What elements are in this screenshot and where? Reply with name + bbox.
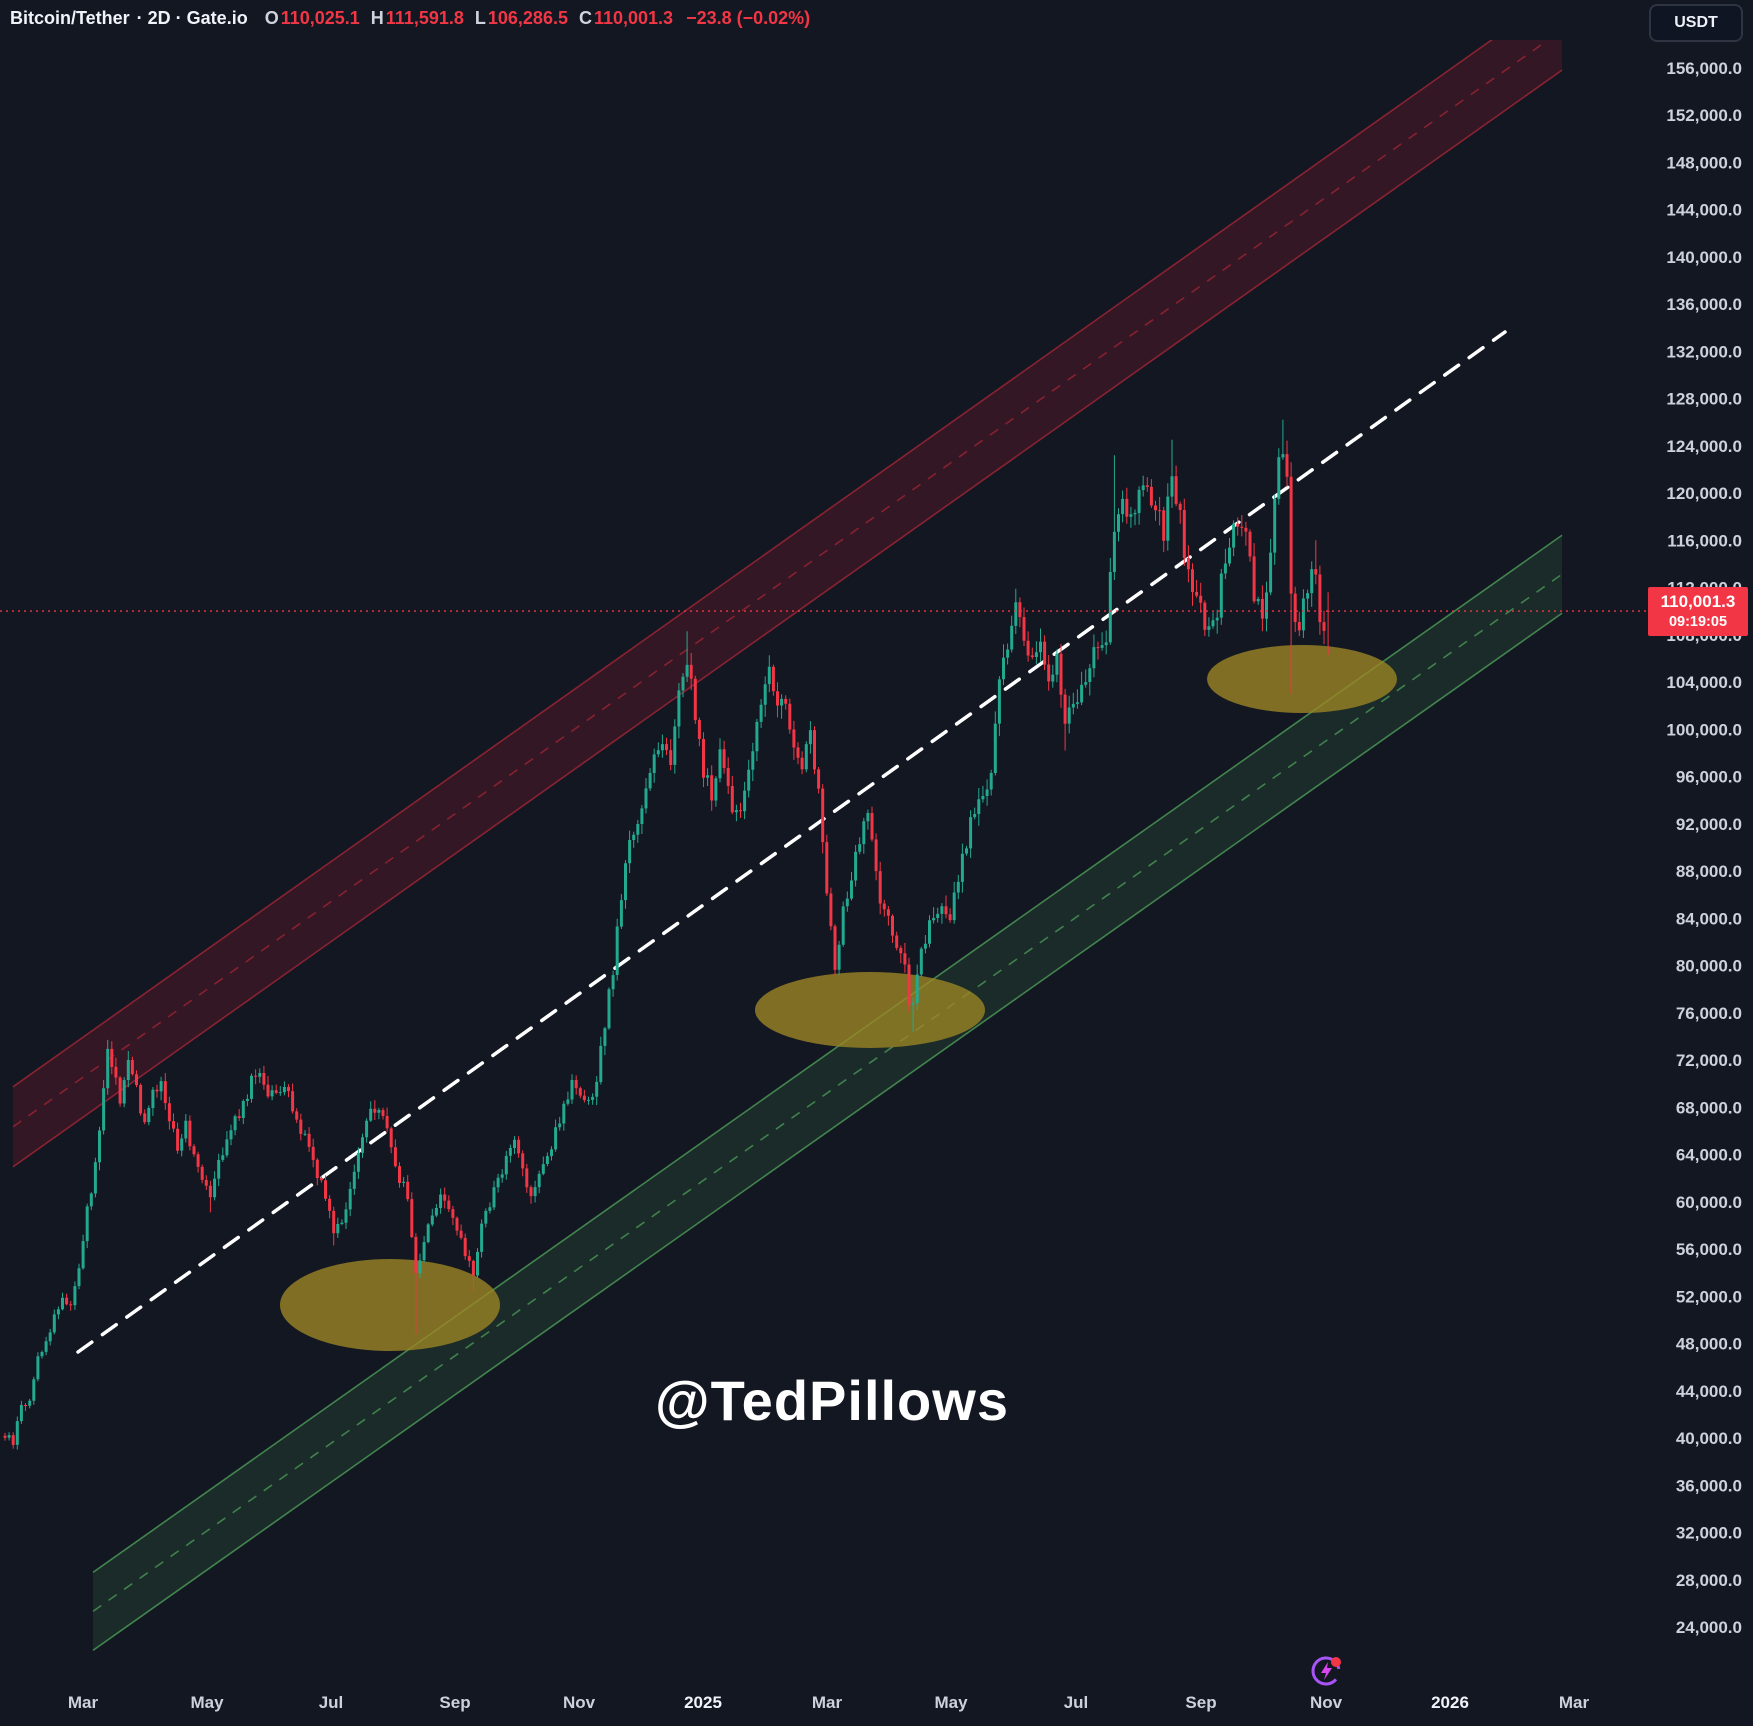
close-label: C (578, 8, 592, 28)
price-tick-label: 88,000.0 (1676, 862, 1742, 881)
ohlc-values: O 110,025.1 H 111,591.8 L 106,286.5 C 11… (265, 8, 810, 29)
high-label: H (370, 8, 384, 28)
symbol-meta[interactable]: · 2D · Gate.io (136, 8, 248, 28)
time-tick-label: Mar (68, 1693, 99, 1712)
time-tick-label: Mar (1559, 1693, 1590, 1712)
current-price-value: 110,001.3 (1660, 592, 1736, 612)
time-tick-label: Jul (319, 1693, 344, 1712)
open-value: 110,025.1 (280, 8, 360, 28)
low-value: 106,286.5 (487, 8, 568, 28)
time-tick-label: May (190, 1693, 224, 1712)
symbol-title[interactable]: Bitcoin/Tether (10, 8, 130, 28)
price-tick-label: 152,000.0 (1666, 106, 1742, 125)
close-value: 110,001.3 (593, 8, 674, 28)
currency-toggle-button[interactable]: USDT (1649, 4, 1743, 42)
price-tick-label: 148,000.0 (1666, 153, 1742, 172)
price-tick-label: 128,000.0 (1666, 390, 1742, 409)
time-tick-label: Nov (1310, 1693, 1343, 1712)
high-value: 111,591.8 (385, 8, 464, 28)
price-tick-label: 76,000.0 (1676, 1004, 1742, 1023)
time-tick-label: 2026 (1431, 1693, 1469, 1712)
price-tick-label: 60,000.0 (1676, 1193, 1742, 1212)
price-tick-label: 96,000.0 (1676, 768, 1742, 787)
open-label: O (264, 8, 279, 28)
time-tick-label: Sep (439, 1693, 470, 1712)
price-tick-label: 132,000.0 (1666, 342, 1742, 361)
change-value: −23.8 (−0.02%) (686, 8, 811, 28)
price-tick-label: 84,000.0 (1676, 909, 1742, 928)
lightning-trade-icon[interactable] (1309, 1654, 1343, 1688)
price-tick-label: 68,000.0 (1676, 1098, 1742, 1117)
price-tick-label: 104,000.0 (1666, 673, 1742, 692)
price-tick-label: 80,000.0 (1676, 957, 1742, 976)
price-tick-label: 72,000.0 (1676, 1051, 1742, 1070)
current-price-label: 110,001.3 09:19:05 (1648, 586, 1748, 636)
price-tick-label: 92,000.0 (1676, 815, 1742, 834)
watermark: @TedPillows (655, 1369, 1009, 1432)
time-tick-label: Jul (1064, 1693, 1089, 1712)
price-tick-label: 124,000.0 (1666, 437, 1742, 456)
price-tick-label: 24,000.0 (1676, 1618, 1742, 1637)
candle-countdown: 09:19:05 (1668, 613, 1728, 630)
time-tick-label: Mar (812, 1693, 843, 1712)
price-tick-label: 52,000.0 (1676, 1287, 1742, 1306)
price-tick-label: 48,000.0 (1676, 1335, 1742, 1354)
price-tick-label: 144,000.0 (1666, 201, 1742, 220)
chart-header: Bitcoin/Tether · 2D · Gate.io O 110,025.… (10, 8, 810, 29)
price-tick-label: 156,000.0 (1666, 59, 1742, 78)
price-tick-label: 140,000.0 (1666, 248, 1742, 267)
price-tick-label: 116,000.0 (1667, 531, 1742, 550)
price-tick-label: 32,000.0 (1676, 1524, 1742, 1543)
price-tick-label: 100,000.0 (1666, 720, 1742, 739)
price-tick-label: 28,000.0 (1676, 1571, 1742, 1590)
time-tick-label: Nov (563, 1693, 596, 1712)
time-tick-label: May (934, 1693, 968, 1712)
price-tick-label: 44,000.0 (1676, 1382, 1742, 1401)
price-tick-label: 40,000.0 (1676, 1429, 1742, 1448)
price-tick-label: 120,000.0 (1666, 484, 1742, 503)
low-label: L (474, 8, 486, 28)
time-tick-label: Sep (1185, 1693, 1216, 1712)
price-tick-label: 36,000.0 (1676, 1476, 1742, 1495)
price-tick-label: 64,000.0 (1676, 1146, 1742, 1165)
time-tick-label: 2025 (684, 1693, 722, 1712)
price-tick-label: 56,000.0 (1676, 1240, 1742, 1259)
price-tick-label: 136,000.0 (1666, 295, 1742, 314)
